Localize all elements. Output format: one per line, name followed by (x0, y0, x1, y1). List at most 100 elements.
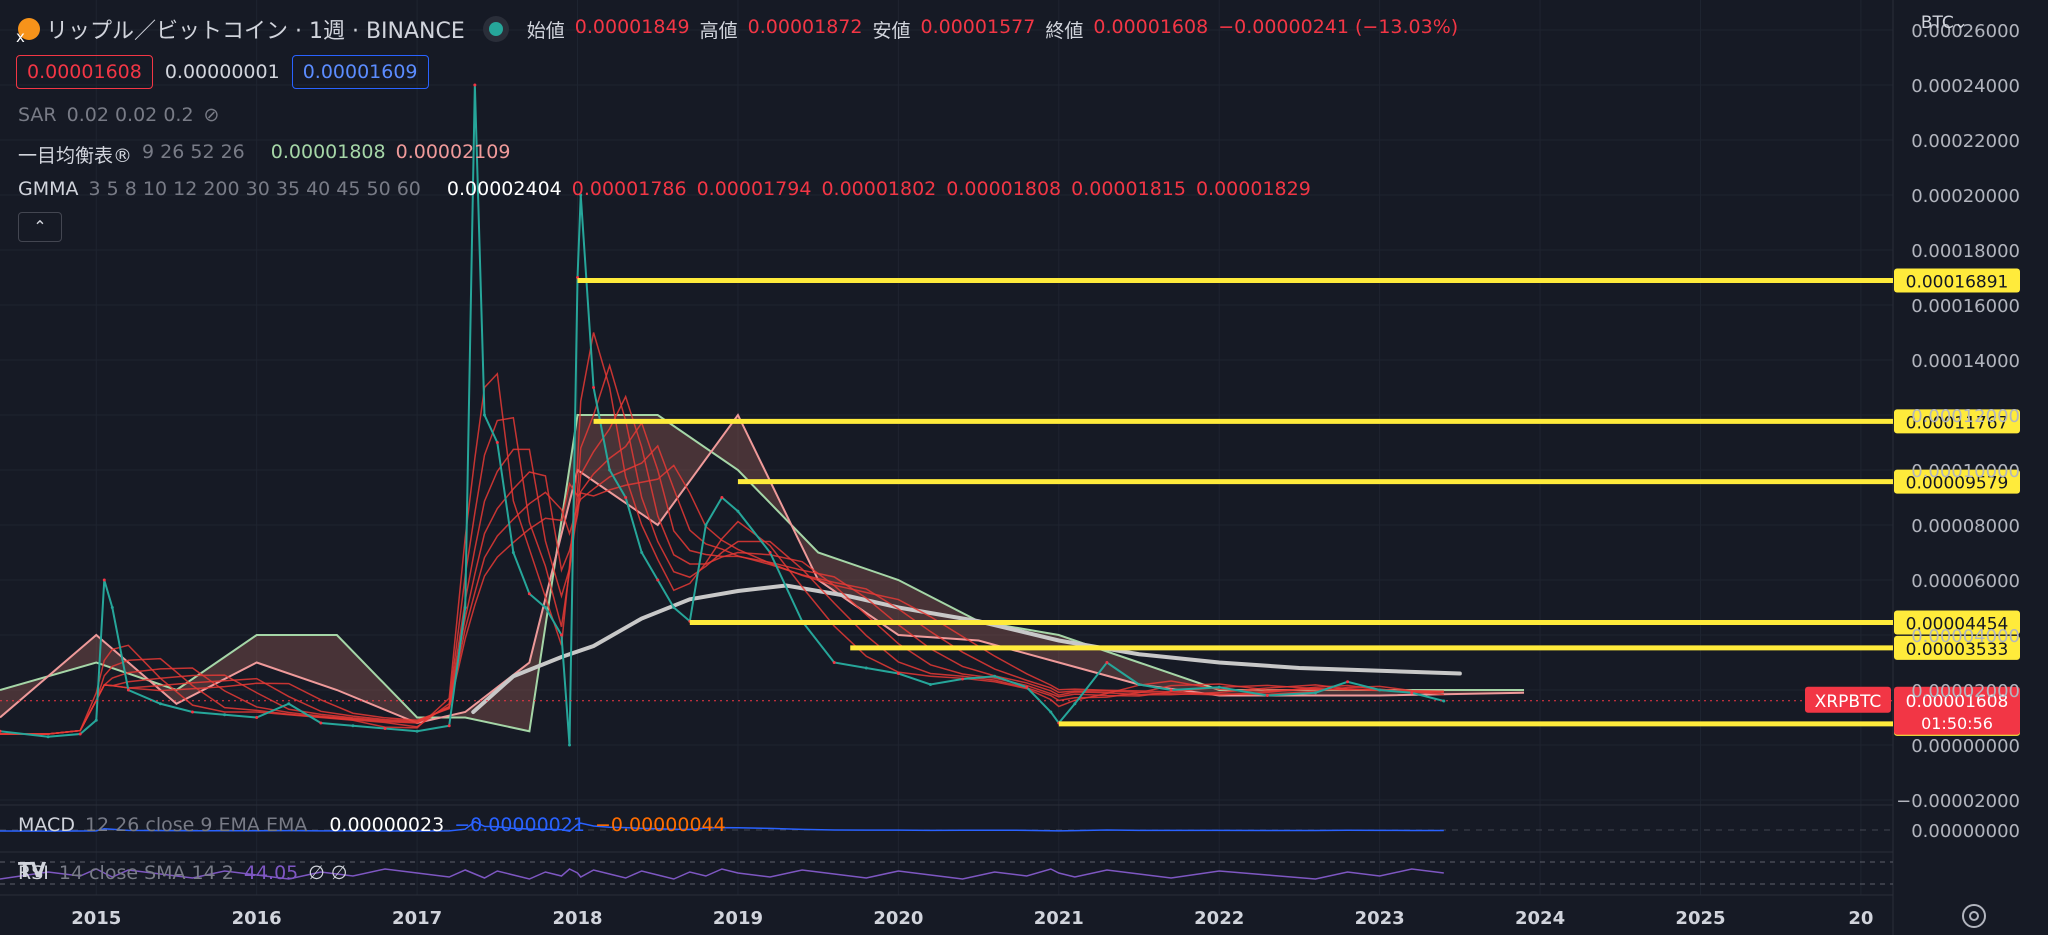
price-point (1378, 688, 1382, 692)
price-point (832, 661, 836, 664)
gmma-line (0, 421, 1444, 735)
gmma-line (0, 464, 1444, 735)
x-tick-label: 2022 (1194, 908, 1244, 929)
gmma-name: GMMA (18, 178, 79, 200)
y-tick-label: 0.00012000 (1911, 406, 2020, 427)
level-label: 0.00009579 (1906, 474, 2009, 494)
rsi-legend[interactable]: RSI 14 close SMA 14 2 44.05 ∅ ∅ (18, 862, 347, 884)
high-value: 0.00001872 (747, 15, 863, 38)
sar-legend[interactable]: SAR 0.02 0.02 0.2 ⊘ (18, 104, 219, 126)
level-label-bg (1894, 610, 2020, 635)
price-point (1169, 688, 1173, 692)
last-price-tag-bg (1894, 686, 2020, 735)
macd-value-1: 0.00000023 (329, 814, 445, 836)
eye-hidden-icon[interactable]: ⊘ (203, 104, 220, 126)
buy-button[interactable]: 0.00001609 (291, 55, 429, 89)
y-tick-label: 0.00008000 (1911, 516, 2020, 537)
close-label: 終値 (1045, 19, 1084, 42)
macd-line (0, 820, 1444, 833)
gmma-value-4: 0.00001808 (946, 178, 1062, 200)
x-axis: 2015 2016 2017 2018 2019 2020 2021 2022 2023 2024… (71, 908, 1873, 929)
price-point (319, 721, 323, 725)
gmma-line (0, 394, 1444, 735)
price-point (656, 578, 660, 582)
gmma-value-6: 0.00001829 (1195, 178, 1311, 200)
price-point (704, 523, 708, 527)
ichimoku-cloud (0, 413, 1525, 733)
currency-selector[interactable]: BTC⌄ (1921, 13, 1968, 33)
gmma-legend[interactable]: GMMA 3 5 8 10 12 200 30 35 40 45 50 60 0… (18, 178, 1311, 200)
price-point (672, 606, 676, 609)
collapse-legend-button[interactable]: ⌃ (18, 212, 62, 242)
price-point (1313, 691, 1317, 695)
rsi-name: RSI (18, 862, 49, 884)
x-tick-label: 2019 (713, 908, 763, 929)
price-point (102, 578, 106, 582)
sar-name: SAR (18, 104, 57, 126)
price-point (961, 677, 965, 681)
indicator-panes: 0.00000000 (0, 804, 2020, 885)
sell-button[interactable]: 0.00001608 (16, 55, 153, 89)
y-tick-label: 0.00014000 (1911, 351, 2020, 372)
price-point (287, 702, 291, 706)
price-point (1025, 685, 1029, 689)
ichimoku-value-2: 0.00002109 (395, 141, 511, 163)
y-tick-label: 0.00026000 (1911, 21, 2020, 42)
ichimoku-legend[interactable]: 一目均衡表® 9 26 52 26 0.00001808 0.00002109 (18, 141, 510, 168)
order-panel: 0.00001608 0.00000001 0.00001609 (16, 55, 429, 89)
spread-value: 0.00000001 (164, 61, 280, 83)
price-point (1346, 680, 1350, 684)
settings-gear-icon[interactable] (1962, 904, 1986, 928)
rsi-line (0, 868, 1444, 880)
price-point (110, 606, 114, 609)
countdown-tag: 01:50:56 (1921, 714, 1993, 733)
rsi-value-2: ∅ ∅ (308, 862, 348, 884)
price-point (0, 729, 2, 733)
level-label-bg (1894, 469, 2020, 494)
price-point (736, 509, 740, 513)
open-label: 始値 (526, 19, 565, 42)
gmma-value-1: 0.00001786 (571, 178, 687, 200)
price-point (543, 606, 547, 609)
x-tick-label: 20 (1848, 908, 1873, 929)
price-point (559, 633, 563, 637)
price-point (383, 727, 387, 730)
gmma-value-0: 0.00002404 (446, 178, 562, 200)
level-label-bg (1894, 409, 2020, 434)
level-label-bg (1894, 268, 2020, 293)
macd-axis-label: 0.00000000 (1911, 821, 2020, 842)
price-point (579, 193, 583, 197)
y-tick-label: 0.00020000 (1911, 186, 2020, 207)
price-point (415, 729, 419, 733)
price-point (1049, 710, 1053, 714)
y-tick-label: 0.00006000 (1911, 571, 2020, 592)
x-tick-label: 2017 (392, 908, 442, 929)
market-status-icon (488, 22, 503, 36)
gmma-params: 3 5 8 10 12 200 30 35 40 45 50 60 (88, 178, 421, 200)
price-point (1073, 702, 1077, 706)
price-point (896, 672, 900, 675)
gmma-line (0, 332, 1444, 735)
price-point (608, 468, 612, 472)
coin-logo-icon (16, 18, 40, 46)
gmma-line (0, 444, 1444, 735)
price-point (1217, 685, 1221, 689)
gmma-value-2: 0.00001794 (696, 178, 812, 200)
x-tick-label: 2016 (232, 908, 282, 929)
last-price-tag: 0.00001608 (1906, 692, 2009, 712)
level-label: 0.00003533 (1906, 640, 2009, 660)
symbol-tag-bg (1805, 686, 1891, 713)
ichimoku-name: 一目均衡表® (18, 145, 133, 167)
price-point (473, 83, 477, 87)
level-label: 0.00016891 (1906, 272, 2009, 292)
chart-header: リップル／ビットコイン · 1週 · BINANCE 始値 0.00001849 … (16, 12, 1458, 47)
price-point (640, 551, 644, 554)
symbol-title[interactable]: リップル／ビットコイン · 1週 · BINANCE (46, 19, 465, 44)
x-tick-label: 2024 (1515, 908, 1565, 929)
low-label: 安値 (872, 19, 911, 42)
y-tick-label: 0.00024000 (1911, 76, 2020, 97)
gmma-ribbon (0, 332, 1444, 735)
open-value: 0.00001849 (574, 15, 690, 38)
macd-legend[interactable]: MACD 12 26 close 9 EMA EMA 0.00000023 −0… (18, 814, 726, 836)
